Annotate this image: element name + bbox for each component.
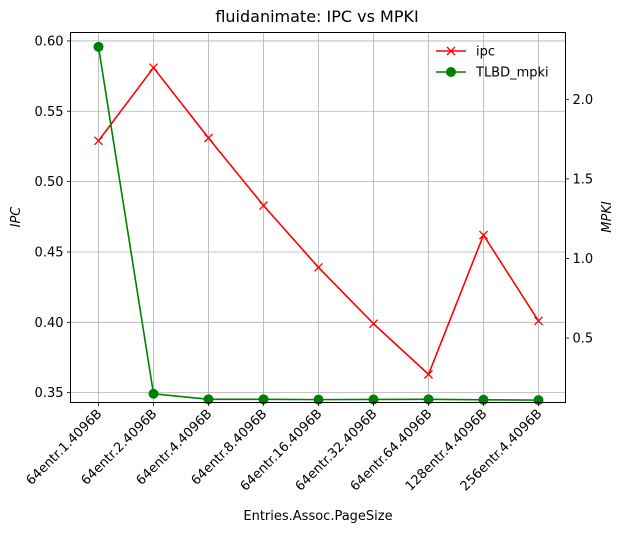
y-tick-label-left: 0.60	[35, 34, 64, 49]
data-point	[93, 41, 104, 52]
grid	[70, 32, 566, 403]
plot-frame	[70, 32, 566, 403]
data-point	[424, 369, 433, 379]
data-point	[204, 133, 213, 143]
y-tick-label-right: 1.0	[573, 252, 594, 267]
y-tick-label-left: 0.40	[35, 316, 64, 331]
y-axis-right-label: MPKI	[600, 201, 615, 233]
series-ipc	[94, 63, 543, 379]
y-tick-label-right: 2.0	[573, 93, 594, 108]
y-tick-label-left: 0.50	[35, 175, 64, 190]
y-axis-right: 0.5 1.0 1.5 2.0	[565, 93, 594, 347]
y-tick-label-right: 1.5	[573, 172, 594, 187]
data-point	[314, 262, 323, 272]
data-point	[259, 201, 268, 211]
chart-title: fluidanimate: IPC vs MPKI	[215, 7, 418, 26]
x-axis-label: Entries.Assoc.PageSize	[243, 509, 392, 524]
data-point	[148, 388, 159, 399]
data-point	[479, 230, 488, 240]
legend-label: ipc	[476, 45, 495, 60]
legend: ipc TLBD_mpki	[436, 45, 549, 81]
data-point	[94, 136, 103, 146]
legend-label: TLBD_mpki	[475, 66, 549, 81]
data-point	[534, 316, 543, 326]
legend-item: ipc	[436, 45, 495, 60]
y-tick-label-left: 0.35	[35, 386, 64, 401]
y-tick-label-left: 0.55	[35, 105, 64, 120]
legend-marker	[446, 67, 456, 77]
data-point	[369, 319, 378, 329]
legend-item: TLBD_mpki	[436, 66, 549, 81]
data-point	[149, 63, 158, 73]
y-axis-left-label: IPC	[9, 206, 24, 228]
y-axis-left: 0.35 0.40 0.45 0.50 0.55 0.60	[35, 34, 71, 401]
y-tick-label-left: 0.45	[35, 245, 64, 260]
legend-marker	[446, 46, 456, 56]
y-tick-label-right: 0.5	[573, 332, 594, 347]
